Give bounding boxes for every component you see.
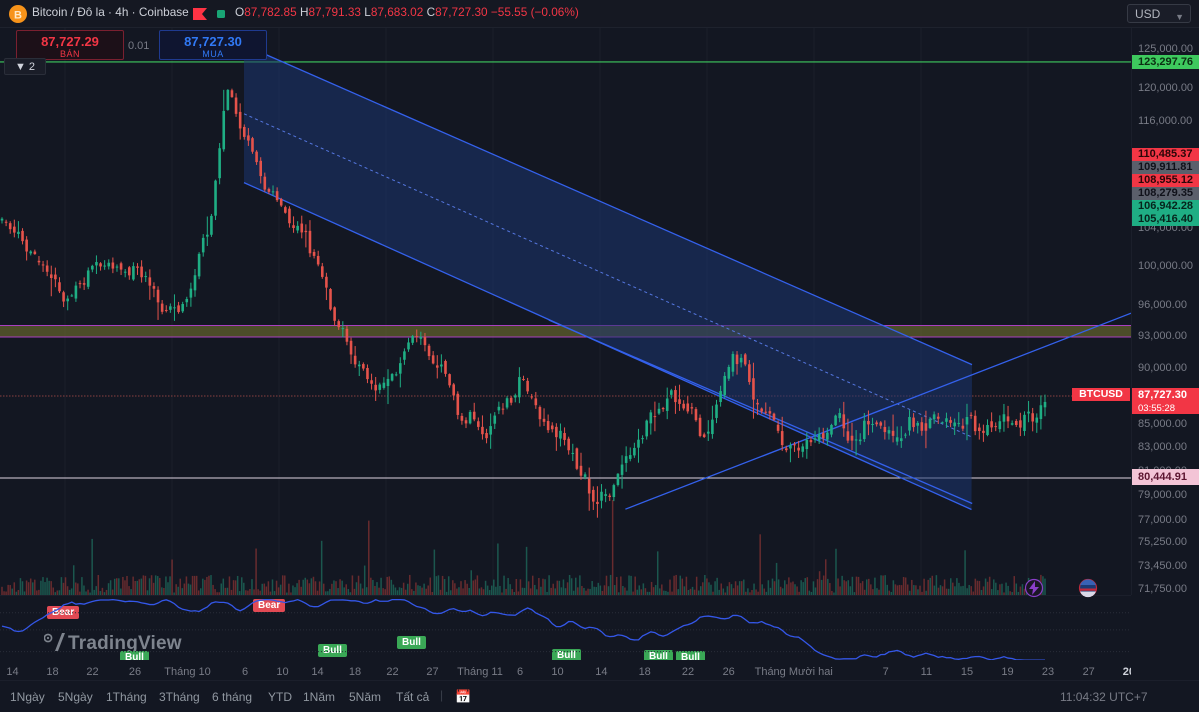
svg-text:B: B xyxy=(14,10,22,22)
